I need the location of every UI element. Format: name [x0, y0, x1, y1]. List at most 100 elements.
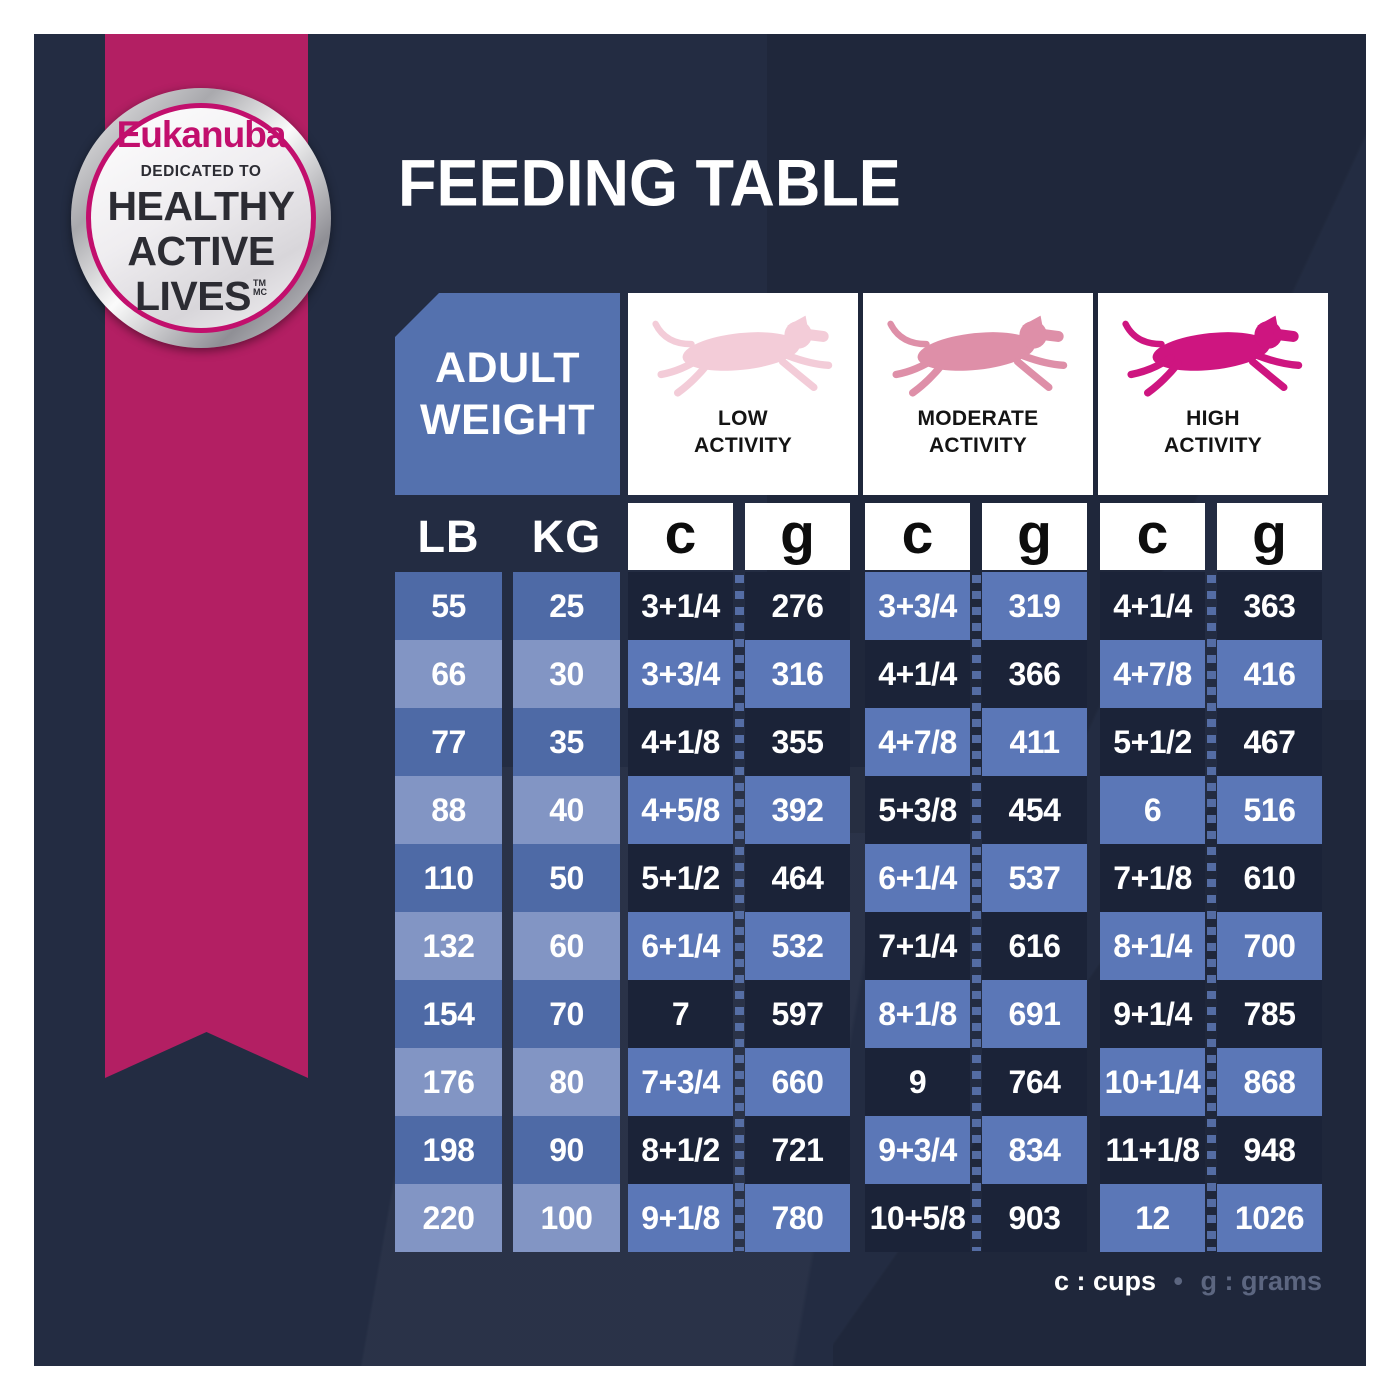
feeding-cell: 30 — [513, 640, 620, 708]
feeding-cell: 25 — [513, 572, 620, 640]
feeding-cell: 537 — [982, 844, 1087, 912]
running-dog-icon — [887, 315, 1068, 397]
feeding-cell: 60 — [513, 912, 620, 980]
dotted-divider — [735, 575, 744, 1251]
feeding-cell: 785 — [1217, 980, 1322, 1048]
activity-label-line2: ACTIVITY — [1163, 434, 1263, 458]
feeding-cell: 516 — [1217, 776, 1322, 844]
feeding-cell: 276 — [745, 572, 850, 640]
feeding-cell: 3+1/4 — [628, 572, 733, 640]
adult-weight-header: ADULT WEIGHT — [395, 293, 620, 495]
lb-header: LB — [417, 510, 480, 562]
eukanuba-logo: Eukanuba — [116, 114, 287, 156]
activity-label-line1: LOW — [718, 407, 768, 430]
feeding-cell: 416 — [1217, 640, 1322, 708]
eukanuba-badge-inner: Eukanuba DEDICATED TO HEALTHY ACTIVE LIV… — [86, 103, 316, 333]
feeding-cell: 40 — [513, 776, 620, 844]
feeding-cell: 363 — [1217, 572, 1322, 640]
feeding-cell: 176 — [395, 1048, 502, 1116]
feeding-cell: 66 — [395, 640, 502, 708]
feeding-cell: 6+1/4 — [865, 844, 970, 912]
trademark-mark: TM MC — [252, 277, 267, 298]
grams-header: g — [745, 502, 850, 570]
moderate-activity-label: MODERATE ACTIVITY — [917, 405, 1038, 460]
feeding-cell: 4+1/4 — [1100, 572, 1205, 640]
feeding-cell: 55 — [395, 572, 502, 640]
feeding-cell: 691 — [982, 980, 1087, 1048]
feeding-cell: 4+5/8 — [628, 776, 733, 844]
feeding-cell: 780 — [745, 1184, 850, 1252]
adult-weight-line1: ADULT — [434, 343, 580, 392]
feeding-cell: 467 — [1217, 708, 1322, 776]
eukanuba-badge: Eukanuba DEDICATED TO HEALTHY ACTIVE LIV… — [71, 88, 331, 348]
feeding-cell: 610 — [1217, 844, 1322, 912]
high-activity-header: HIGH ACTIVITY — [1098, 293, 1328, 495]
feeding-cell: 660 — [745, 1048, 850, 1116]
feeding-cell: 8+1/4 — [1100, 912, 1205, 980]
activity-label-line2: ACTIVITY — [928, 434, 1028, 458]
feeding-cell: 110 — [395, 844, 502, 912]
feeding-cell: 7 — [628, 980, 733, 1048]
feeding-cell: 220 — [395, 1184, 502, 1252]
badge-active-text: ACTIVE — [127, 228, 275, 275]
feeding-cell: 80 — [513, 1048, 620, 1116]
activity-label-line1: MODERATE — [917, 407, 1039, 430]
feeding-cell: 4+7/8 — [865, 708, 970, 776]
feeding-cell: 7+1/8 — [1100, 844, 1205, 912]
feeding-cell: 12 — [1100, 1184, 1205, 1252]
feeding-cell: 6 — [1100, 776, 1205, 844]
feeding-cell: 868 — [1217, 1048, 1322, 1116]
badge-lives-word: LIVES — [135, 272, 251, 319]
cups-header: c — [628, 502, 733, 570]
feeding-cell: 721 — [745, 1116, 850, 1184]
feeding-cell: 8+1/2 — [628, 1116, 733, 1184]
feeding-cell: 154 — [395, 980, 502, 1048]
feeding-cell: 198 — [395, 1116, 502, 1184]
feeding-cell: 90 — [513, 1116, 620, 1184]
grams-legend: g : grams — [1200, 1266, 1322, 1296]
feeding-cell: 5+1/2 — [628, 844, 733, 912]
feeding-cell: 464 — [745, 844, 850, 912]
low-activity-label: LOW ACTIVITY — [694, 405, 792, 460]
badge-healthy-text: HEALTHY — [107, 183, 295, 230]
dotted-divider — [972, 575, 981, 1251]
cups-legend: c : cups — [1053, 1266, 1156, 1296]
feeding-cell: 366 — [982, 640, 1087, 708]
dotted-divider — [1207, 575, 1216, 1251]
cups-header: c — [865, 502, 970, 570]
feeding-cell: 9+3/4 — [865, 1116, 970, 1184]
units-legend: c : cups • g : grams — [1054, 1266, 1322, 1297]
high-activity-label: HIGH ACTIVITY — [1164, 405, 1262, 460]
mc-mark: MC — [252, 287, 267, 298]
bullet-separator: • — [1173, 1266, 1183, 1296]
cups-header: c — [1100, 502, 1205, 570]
activity-label-line1: HIGH — [1186, 407, 1240, 430]
badge-dedicated-text: DEDICATED TO — [140, 163, 262, 181]
feeding-cell: 88 — [395, 776, 502, 844]
feeding-cell: 100 — [513, 1184, 620, 1252]
feeding-cell: 10+1/4 — [1100, 1048, 1205, 1116]
feeding-cell: 3+3/4 — [628, 640, 733, 708]
feeding-cell: 4+7/8 — [1100, 640, 1205, 708]
activity-label-line2: ACTIVITY — [693, 434, 793, 458]
feeding-cell: 4+1/4 — [865, 640, 970, 708]
feeding-cell: 8+1/8 — [865, 980, 970, 1048]
page-title: FEEDING TABLE — [398, 147, 901, 220]
low-activity-header: LOW ACTIVITY — [628, 293, 858, 495]
feeding-cell: 355 — [745, 708, 850, 776]
running-dog-icon — [1122, 315, 1303, 397]
feeding-cell: 9+1/4 — [1100, 980, 1205, 1048]
feeding-cell: 6+1/4 — [628, 912, 733, 980]
adult-weight-line2: WEIGHT — [420, 396, 595, 444]
feeding-cell: 77 — [395, 708, 502, 776]
feeding-cell: 454 — [982, 776, 1087, 844]
feeding-cell: 7+1/4 — [865, 912, 970, 980]
grams-header: g — [1217, 502, 1322, 570]
feeding-cell: 11+1/8 — [1100, 1116, 1205, 1184]
feeding-cell: 5+1/2 — [1100, 708, 1205, 776]
running-dog-icon — [652, 315, 833, 397]
feeding-cell: 700 — [1217, 912, 1322, 980]
feeding-cell: 9+1/8 — [628, 1184, 733, 1252]
tm-mark: TM — [252, 277, 266, 288]
